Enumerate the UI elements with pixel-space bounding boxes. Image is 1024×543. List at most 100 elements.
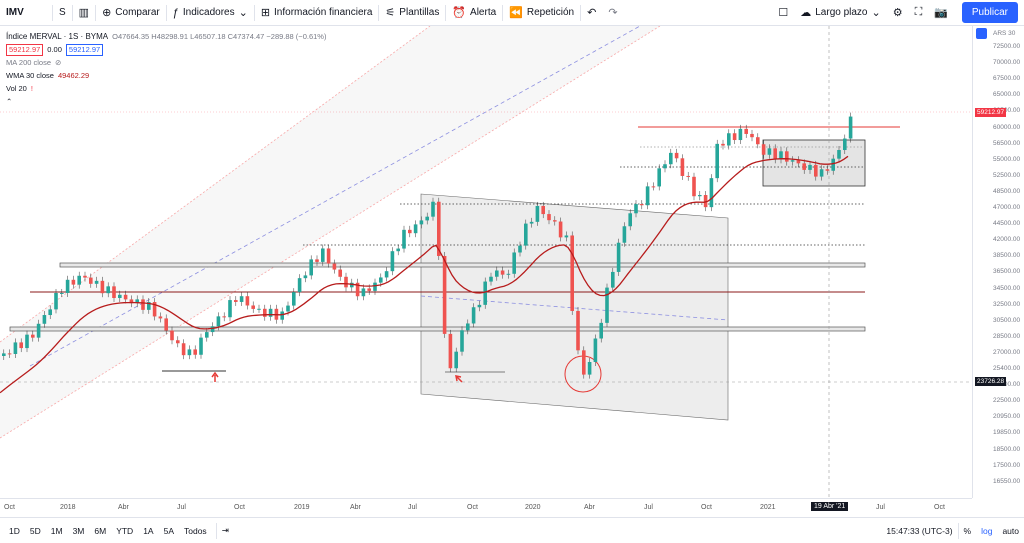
- price-tick-label: 20950.00: [993, 413, 1021, 421]
- layout-checkbox[interactable]: ☐: [772, 0, 794, 25]
- legend-vol-row[interactable]: Vol 20 !: [6, 82, 326, 95]
- candle-up: [361, 288, 366, 297]
- channel-bottom-line[interactable]: [0, 25, 661, 439]
- financials-label: Información financiera: [274, 7, 373, 18]
- candle-down: [100, 280, 105, 294]
- time-tick-label: 2020: [525, 504, 541, 511]
- clock[interactable]: 15:47:33 (UTC-3): [886, 525, 953, 536]
- camera-icon: 📷: [934, 7, 948, 19]
- chevron-down-icon: ⌄: [871, 7, 881, 19]
- cloud-icon: ☁: [800, 7, 812, 19]
- time-tick-label: Abr: [118, 504, 129, 511]
- candle-down: [83, 275, 87, 278]
- eye-slash-icon[interactable]: ⊘: [55, 58, 62, 67]
- range-button-3m[interactable]: 3M: [72, 525, 85, 536]
- candle-up: [843, 138, 847, 151]
- percent-toggle[interactable]: %: [963, 525, 972, 536]
- candle-up: [106, 286, 110, 294]
- candle-up: [518, 245, 522, 253]
- indicators-button[interactable]: ƒ Indicadores ⌄: [167, 0, 254, 25]
- candle-down: [251, 305, 255, 309]
- time-axis[interactable]: Oct 2018 Abr Jul Oct 2019 Abr Jul Oct 2020 Abr Jul O…: [0, 498, 972, 517]
- legend-collapse[interactable]: ⌃: [6, 95, 326, 108]
- log-toggle[interactable]: log: [981, 525, 993, 536]
- fx-icon: ƒ: [172, 6, 179, 19]
- publish-button[interactable]: Publicar: [961, 2, 1018, 23]
- time-tick-label: Oct: [4, 504, 15, 511]
- arrow-up-annotation[interactable]: [211, 371, 219, 382]
- resistance-zone[interactable]: [59, 262, 866, 268]
- descending-channel[interactable]: [420, 193, 729, 421]
- candle-up: [506, 273, 511, 275]
- layout-selector[interactable]: ☁ Largo plazo ⌄: [794, 0, 886, 25]
- channel-mid-line[interactable]: [29, 25, 641, 367]
- candle-up: [48, 309, 52, 316]
- candle-up: [837, 150, 841, 159]
- legend-price-row: 59212.97 0.00 59212.97: [6, 43, 326, 56]
- candle-up: [36, 323, 41, 338]
- auto-toggle[interactable]: auto: [1002, 525, 1019, 536]
- candle-up: [77, 275, 81, 285]
- legend-wma30-row[interactable]: WMA 30 close 49462.29: [6, 69, 326, 82]
- candle-down: [344, 276, 348, 288]
- candle-down: [181, 343, 186, 356]
- compare-button[interactable]: ⊕ Comparar: [96, 0, 166, 25]
- range-button-5a[interactable]: 5A: [163, 525, 174, 536]
- candle-up: [431, 201, 435, 217]
- candle-down: [814, 164, 818, 177]
- settings-button[interactable]: ⚙: [887, 0, 909, 25]
- range-button-5d[interactable]: 5D: [29, 525, 41, 536]
- candles-icon: ▥: [78, 7, 90, 19]
- interval-button[interactable]: S: [59, 7, 66, 18]
- price-tick-label: 22500.00: [993, 397, 1021, 405]
- redo-button[interactable]: ↷: [602, 0, 623, 25]
- candle-down: [442, 255, 447, 334]
- price-tick-label: 24000.00: [993, 381, 1021, 389]
- ask-price-box[interactable]: 59212.97: [65, 43, 104, 56]
- candle-up: [657, 168, 661, 187]
- chart-pane[interactable]: [0, 25, 972, 498]
- channel-top-line[interactable]: [0, 25, 431, 343]
- legend-ma200-row[interactable]: MA 200 close ⊘: [6, 56, 326, 69]
- candle-up: [42, 315, 47, 324]
- price-tick-label: 34500.00: [993, 284, 1021, 292]
- alert-button[interactable]: ⏰ Alerta: [446, 0, 502, 25]
- undo-button[interactable]: ↶: [581, 0, 602, 25]
- spread-value: 0.00: [47, 45, 62, 54]
- range-button-1a[interactable]: 1A: [143, 525, 154, 536]
- range-button-ytd[interactable]: YTD: [116, 525, 134, 536]
- replay-button[interactable]: ⏪ Repetición: [503, 0, 580, 25]
- fullscreen-button[interactable]: ⛶: [909, 0, 929, 25]
- range-button-1d[interactable]: 1D: [9, 525, 20, 536]
- price-chart[interactable]: [0, 25, 972, 498]
- price-scale-toggle[interactable]: [976, 28, 987, 39]
- candle-down: [558, 221, 563, 238]
- legend-title[interactable]: Índice MERVAL · 1S · BYMA: [6, 32, 109, 41]
- candle-down: [326, 248, 331, 264]
- price-axis[interactable]: ARS 30 72500.00 70000.00 67500.00 65000.00 6…: [972, 26, 1024, 498]
- templates-button[interactable]: ⚟ Plantillas: [379, 0, 445, 25]
- time-tick-label: Oct: [234, 504, 245, 511]
- range-button-todos[interactable]: Todos: [184, 525, 207, 536]
- grid-icon: ⊞: [260, 7, 271, 19]
- consolidation-box[interactable]: [762, 139, 866, 187]
- candle-up: [280, 311, 284, 320]
- goto-date-button[interactable]: ⇥: [221, 525, 229, 535]
- symbol-search[interactable]: IMV: [6, 7, 24, 18]
- support-zone[interactable]: [9, 326, 866, 332]
- descending-mid-line[interactable]: [420, 295, 729, 321]
- bid-price-box[interactable]: 59212.97: [6, 43, 44, 56]
- candle-down: [448, 333, 453, 369]
- candle-down: [332, 263, 337, 270]
- warning-icon[interactable]: !: [30, 84, 33, 93]
- range-button-6m[interactable]: 6M: [94, 525, 107, 536]
- price-tick-label: 36500.00: [993, 268, 1021, 276]
- candle-down: [152, 302, 157, 317]
- snapshot-button[interactable]: 📷: [928, 0, 954, 25]
- candle-up: [118, 294, 122, 299]
- candle-down: [570, 235, 574, 311]
- range-button-1m[interactable]: 1M: [50, 525, 63, 536]
- candles-style-button[interactable]: ▥: [73, 0, 95, 25]
- arrow-diag-annotation[interactable]: [455, 375, 463, 383]
- financials-button[interactable]: ⊞ Información financiera: [255, 0, 379, 25]
